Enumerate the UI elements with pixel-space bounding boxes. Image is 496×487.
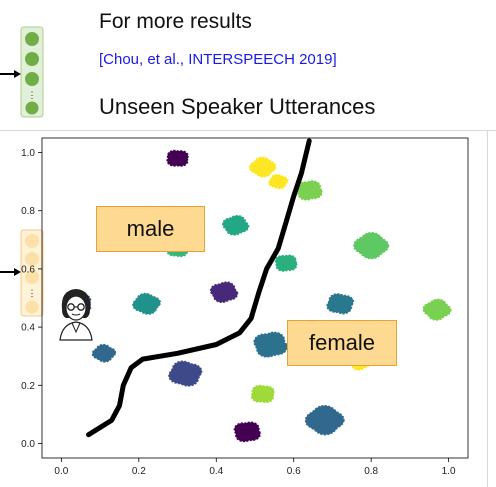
scatter-cluster — [233, 421, 262, 443]
scatter-cluster — [326, 293, 355, 315]
orange-encoder-stack-icon: ⋮ — [0, 229, 44, 317]
x-tick-label: 0.8 — [364, 466, 378, 477]
scatter-cluster — [304, 404, 345, 436]
green-encoder-stack-icon: ⋮ — [0, 26, 44, 118]
panel-border-top — [0, 130, 496, 131]
panel-border-right — [487, 130, 488, 487]
x-tick-label: 0.6 — [287, 466, 301, 477]
male-label: male — [96, 206, 205, 252]
x-tick-label: 0.0 — [54, 466, 68, 477]
scatter-cluster — [253, 331, 288, 358]
svg-text:⋮: ⋮ — [28, 288, 37, 298]
y-tick-label: 1.0 — [21, 148, 35, 159]
scatter-cluster — [132, 292, 161, 315]
y-tick-label: 0.8 — [21, 206, 35, 217]
plot-frame — [41, 137, 469, 459]
y-tick-label: 0.6 — [21, 264, 35, 275]
female-label: female — [287, 320, 397, 366]
x-tick-label: 0.2 — [132, 466, 146, 477]
scatter-cluster — [422, 298, 452, 321]
scatter-cluster — [248, 156, 277, 178]
scatter-cluster — [353, 231, 390, 260]
decision-boundary-line — [86, 138, 312, 438]
scatter-cluster — [250, 384, 275, 404]
scatter-cluster — [274, 254, 298, 272]
x-tick-label: 0.4 — [209, 466, 223, 477]
x-tick-label: 1.0 — [442, 466, 456, 477]
scatter-cluster — [222, 214, 250, 236]
scatter-cluster — [91, 343, 117, 363]
y-tick-label: 0.0 — [21, 439, 35, 450]
scatter-cluster — [166, 149, 189, 167]
citation: [Chou, et al., INTERSPEECH 2019] — [99, 51, 337, 68]
slide-title: For more results — [99, 10, 252, 33]
scatter-cluster — [268, 173, 289, 190]
y-tick-label: 0.4 — [21, 323, 35, 334]
svg-text:⋮: ⋮ — [28, 90, 37, 100]
scatter-cluster — [168, 360, 203, 387]
chart-subtitle: Unseen Speaker Utterances — [99, 94, 376, 119]
scatter-cluster — [209, 281, 239, 304]
y-tick-label: 0.2 — [21, 381, 35, 392]
speaker-avatar-icon — [59, 289, 93, 341]
